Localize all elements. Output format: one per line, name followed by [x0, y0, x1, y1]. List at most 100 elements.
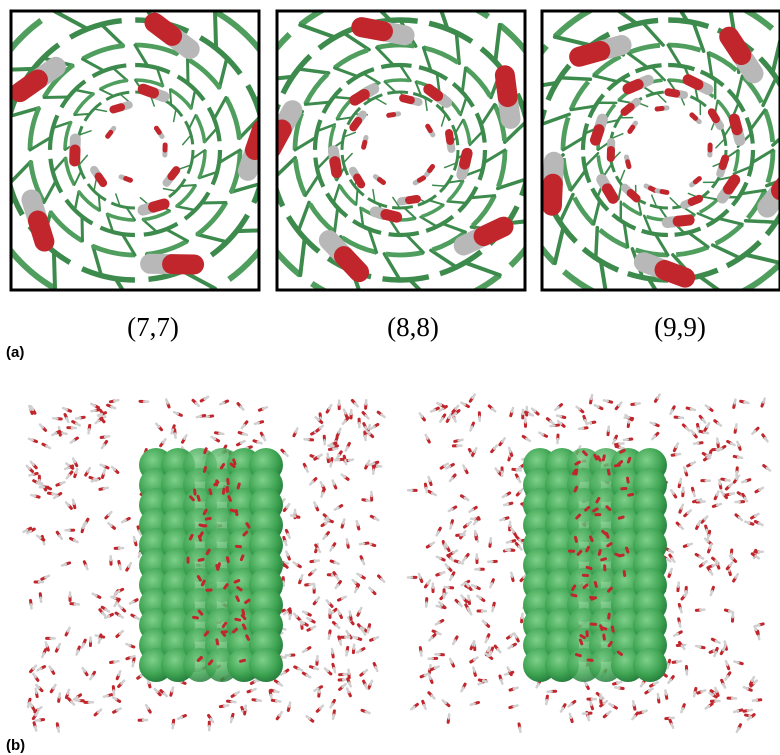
water-o: [209, 661, 212, 664]
water-h: [76, 469, 77, 473]
water-h: [619, 403, 622, 406]
water-o: [38, 221, 44, 242]
water-h: [53, 685, 55, 688]
water-h: [330, 547, 332, 550]
water-h: [366, 712, 370, 713]
water-h: [172, 687, 173, 691]
water-h: [369, 588, 372, 591]
water-h: [357, 574, 360, 576]
water-o: [607, 189, 613, 198]
water-h: [83, 524, 84, 528]
water-h: [591, 395, 592, 399]
water-h: [29, 474, 33, 475]
water-o: [191, 497, 194, 500]
water-h: [725, 676, 727, 679]
water-h: [294, 562, 297, 564]
water-h: [511, 529, 513, 532]
water-h: [120, 565, 121, 569]
water-h: [336, 625, 339, 628]
water-h: [500, 519, 504, 520]
water-h: [36, 720, 40, 721]
water-h: [74, 540, 78, 542]
water-h: [314, 668, 318, 669]
carbon-atom: [633, 648, 667, 682]
water-h: [700, 557, 703, 559]
water-h: [220, 403, 224, 405]
water-h: [443, 700, 446, 703]
water-h: [370, 681, 372, 685]
water-h: [33, 674, 35, 677]
water-h: [129, 563, 131, 566]
water-o: [664, 270, 685, 278]
water-o: [608, 470, 609, 474]
water-h: [736, 424, 737, 428]
water-h: [680, 479, 681, 483]
water-h: [498, 649, 501, 652]
water-h: [345, 460, 346, 464]
water-h: [744, 687, 748, 689]
water-h: [745, 522, 749, 523]
water-h: [723, 647, 725, 651]
nanotube-view: [508, 0, 780, 310]
water-h: [738, 457, 742, 458]
water-o: [587, 567, 591, 568]
water-h: [613, 440, 615, 444]
water-h: [65, 467, 69, 469]
water-o: [113, 107, 121, 109]
water-h: [357, 651, 360, 653]
water-h: [46, 642, 47, 646]
water-h: [520, 489, 523, 492]
carbon-bond: [201, 203, 225, 204]
water-h: [670, 569, 671, 573]
water-h: [604, 701, 607, 703]
water-h: [347, 539, 348, 543]
water-h: [424, 705, 425, 709]
water-h: [470, 427, 472, 431]
water-o: [223, 489, 224, 493]
water-h: [329, 405, 331, 408]
panel-a-images: [0, 0, 780, 310]
water-o: [210, 490, 211, 494]
water-o: [619, 517, 623, 518]
water-o: [238, 588, 241, 590]
water-h: [289, 703, 290, 707]
water-o: [243, 625, 245, 629]
carbon-bond: [596, 228, 597, 258]
water-h: [105, 436, 109, 437]
water-h: [119, 605, 122, 608]
water-o: [609, 588, 612, 591]
water-h: [441, 572, 445, 573]
water-h: [483, 621, 486, 624]
water-o: [217, 640, 218, 644]
water-h: [735, 662, 739, 663]
water-h: [316, 417, 319, 420]
water-h: [437, 532, 439, 536]
carbon-bond: [448, 201, 467, 203]
water-h: [334, 668, 335, 672]
water-o: [205, 449, 206, 453]
water-o: [202, 581, 204, 585]
water-o: [430, 167, 433, 171]
water-o: [205, 632, 207, 635]
water-h: [437, 633, 441, 635]
water-h: [45, 576, 49, 578]
water-h: [76, 423, 80, 425]
water-h: [286, 552, 288, 556]
water-h: [450, 659, 452, 663]
water-h: [285, 453, 288, 456]
water-h: [37, 536, 40, 538]
water-h: [156, 424, 159, 427]
water-h: [59, 535, 61, 538]
water-o: [596, 130, 599, 140]
water-h: [307, 716, 310, 719]
water-h: [518, 478, 520, 482]
water-h: [721, 492, 724, 495]
water-o: [99, 176, 104, 183]
water-h: [490, 652, 491, 656]
water-h: [31, 495, 35, 496]
water-h: [508, 668, 510, 672]
water-h: [86, 565, 88, 569]
water-h: [314, 503, 316, 507]
water-h: [115, 603, 117, 606]
water-h: [36, 685, 39, 688]
